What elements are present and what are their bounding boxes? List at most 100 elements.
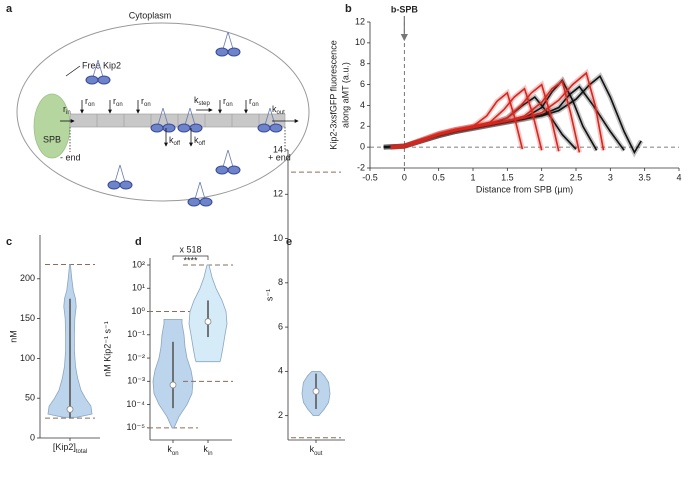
rate-symbol: k	[272, 104, 277, 114]
pointer	[65, 65, 81, 77]
y-axis-label: nM Kip2⁻¹ s⁻¹	[102, 321, 112, 377]
x-tick-label: [Kip2]total	[53, 442, 87, 454]
x-tick-sub: in	[208, 451, 213, 457]
x-tick-label: 4	[676, 172, 681, 182]
rate-label: ron	[223, 96, 233, 107]
rate-sub: off	[199, 141, 206, 147]
rate-label: kout	[272, 104, 285, 115]
panel-label: d	[135, 236, 142, 248]
significance-bracket	[172, 255, 209, 260]
y-tick-label: 4	[278, 366, 283, 376]
panel-label: b	[345, 3, 352, 15]
y-tick-label: 4	[360, 100, 365, 110]
x-tick-label: 2.5	[570, 172, 583, 182]
microtubule	[69, 113, 286, 128]
x-tick-sub: total	[76, 449, 87, 455]
panel-label: c	[6, 236, 12, 248]
diagram: Cytoplasm Free Kip2 SPB - end + end	[16, 10, 310, 207]
diagram-label: SPB	[43, 134, 61, 144]
y-axis-label: nM	[8, 330, 18, 343]
x-tick-symbol: k	[203, 444, 208, 454]
y-tick-label: 6	[278, 321, 283, 331]
x-tick-label: 1.5	[501, 172, 514, 182]
x-tick-label: 2	[539, 172, 544, 182]
y-tick-label: 10⁻³	[127, 376, 145, 386]
y-tick-label: 10⁻¹	[127, 329, 145, 339]
x-tick-label: 3	[608, 172, 613, 182]
x-tick-label: 0	[402, 172, 407, 182]
y-axis-label: Kip2-3xsfGFP fluorescence	[328, 40, 338, 149]
rate-sub: step	[199, 101, 211, 107]
median	[204, 318, 212, 325]
median	[169, 381, 177, 389]
x-tick-label: 1	[470, 172, 475, 182]
charts: -2 0 2 4 6 8 10 12 -0.5 0 0.5 1 1.5 2 2.5 3 3.5 4 Distance…	[8, 4, 681, 456]
rate-sub: on	[144, 102, 151, 108]
y-tick-label: 10²	[132, 259, 145, 269]
x-tick-symbol: [Kip2]	[53, 442, 76, 452]
y-tick-label: 10¹	[132, 283, 145, 293]
rate-label: ron	[113, 96, 123, 107]
x-axis-label: Distance from SPB (µm)	[476, 184, 573, 194]
rate-label: rin	[63, 104, 71, 115]
rate-label: ron	[85, 96, 95, 107]
y-tick-label: 0	[30, 432, 35, 442]
x-tick-label: kout	[310, 444, 323, 456]
annotation: b-SPB	[391, 4, 419, 14]
y-tick-label: 10	[355, 37, 365, 47]
rate-symbol: r	[223, 96, 226, 106]
y-tick-label: 12	[273, 189, 283, 199]
y-tick-label: 12	[355, 16, 365, 26]
x-tick-label: kin	[203, 444, 212, 456]
x-tick-label: 3.5	[638, 172, 651, 182]
line	[390, 71, 605, 151]
x-tick-label: -0.5	[362, 172, 378, 182]
rate-symbol: k	[194, 135, 199, 145]
y-tick-label: 150	[20, 313, 35, 323]
median	[312, 387, 320, 395]
panel-label: a	[6, 3, 13, 15]
x-tick-label: 0.5	[432, 172, 445, 182]
y-tick-label: 8	[278, 277, 283, 287]
rate-symbol: k	[169, 135, 174, 145]
rate-label: koff	[169, 135, 180, 146]
y-tick-label: 2	[278, 410, 283, 420]
rate-sub: off	[174, 141, 181, 147]
cell	[16, 22, 310, 202]
rate-symbol: r	[249, 96, 252, 106]
x-tick-symbol: k	[167, 444, 172, 454]
y-tick-label: 10⁻⁵	[127, 422, 146, 432]
rate-label: ron	[141, 96, 151, 107]
panel-label: e	[286, 236, 292, 248]
diagram-label: + end	[268, 152, 291, 162]
mt-segments	[96, 114, 260, 127]
y-axis-label: s⁻¹	[264, 289, 274, 301]
y-tick-label: 200	[20, 273, 35, 283]
y-tick-label: 6	[360, 79, 365, 89]
x-tick-label: kon	[167, 444, 178, 456]
rate-sub: on	[116, 102, 123, 108]
rate-sub: in	[66, 110, 71, 116]
rate-symbol: k	[194, 95, 199, 105]
x-tick-sub: out	[314, 451, 323, 457]
y-tick-label: 100	[20, 353, 35, 363]
y-tick-label: 14	[273, 144, 283, 154]
y-tick-label: 50	[25, 393, 35, 403]
y-tick-label: 2	[360, 121, 365, 131]
annotation: x 518	[179, 244, 201, 254]
diagram-label: Free Kip2	[82, 60, 121, 70]
diagram-label: Cytoplasm	[129, 10, 172, 20]
y-tick-label: 8	[360, 58, 365, 68]
y-tick-label: 10⁻⁴	[126, 399, 145, 409]
x-tick-sub: on	[172, 451, 179, 457]
rate-label: koff	[194, 135, 205, 146]
rate-label: kstep	[194, 95, 211, 106]
rate-arrows	[60, 100, 299, 147]
rate-symbol: r	[63, 104, 66, 114]
y-tick-label: 10⁻²	[127, 352, 145, 362]
rate-symbol: r	[85, 96, 88, 106]
rate-symbol: r	[113, 96, 116, 106]
median	[66, 405, 74, 413]
